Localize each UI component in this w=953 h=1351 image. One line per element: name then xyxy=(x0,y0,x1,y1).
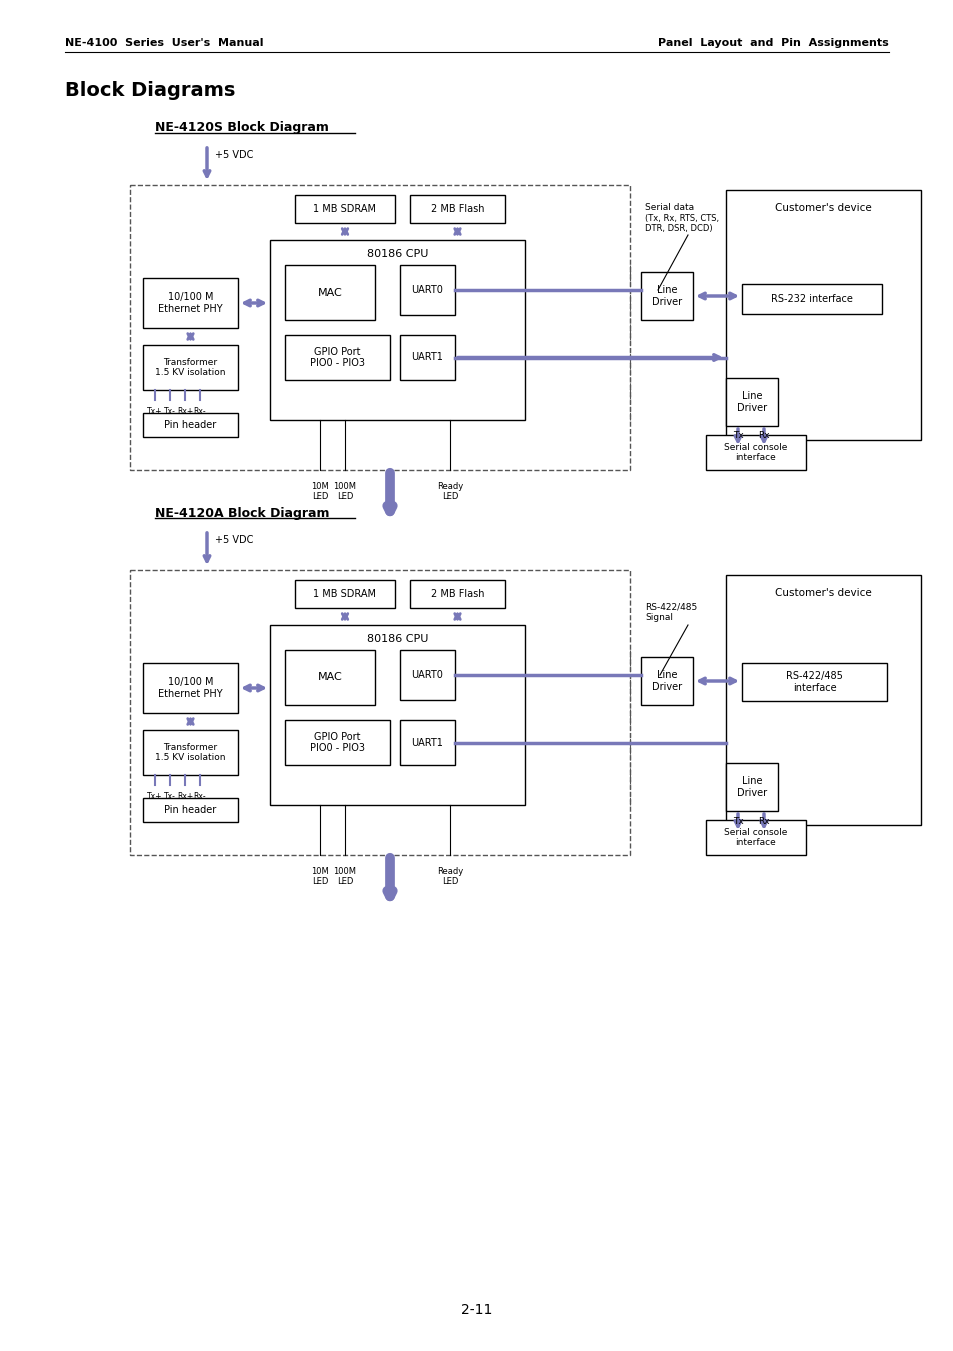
Text: Transformer
1.5 KV isolation: Transformer 1.5 KV isolation xyxy=(155,358,226,377)
Text: Serial console
interface: Serial console interface xyxy=(723,828,787,847)
Text: UART0: UART0 xyxy=(411,285,443,295)
Text: MAC: MAC xyxy=(317,288,342,297)
Text: 10M
LED: 10M LED xyxy=(311,482,329,501)
Bar xyxy=(143,278,237,328)
Bar xyxy=(399,720,455,765)
Bar xyxy=(143,345,237,390)
Text: Serial console
interface: Serial console interface xyxy=(723,443,787,462)
Text: 80186 CPU: 80186 CPU xyxy=(366,249,428,259)
Text: Tx: Tx xyxy=(732,816,742,825)
Text: Rx: Rx xyxy=(758,431,769,440)
Text: +5 VDC: +5 VDC xyxy=(214,150,253,159)
Text: NE-4120S Block Diagram: NE-4120S Block Diagram xyxy=(154,122,329,135)
Text: MAC: MAC xyxy=(317,673,342,682)
Bar xyxy=(285,720,390,765)
Bar xyxy=(399,650,455,700)
Text: NE-4120A Block Diagram: NE-4120A Block Diagram xyxy=(154,507,329,520)
Bar xyxy=(410,580,504,608)
Text: RS-232 interface: RS-232 interface xyxy=(770,295,852,304)
Text: Line
Driver: Line Driver xyxy=(651,670,681,692)
Text: Line
Driver: Line Driver xyxy=(736,392,766,413)
Text: Panel  Layout  and  Pin  Assignments: Panel Layout and Pin Assignments xyxy=(658,38,888,49)
Text: 100M
LED: 100M LED xyxy=(334,482,356,501)
Bar xyxy=(741,663,886,701)
Bar xyxy=(130,570,629,855)
Text: 10M
LED: 10M LED xyxy=(311,867,329,886)
Bar xyxy=(725,378,778,426)
Text: Tx: Tx xyxy=(732,431,742,440)
Bar xyxy=(285,335,390,380)
Text: 80186 CPU: 80186 CPU xyxy=(366,634,428,644)
Text: Tx+: Tx+ xyxy=(147,407,163,416)
Bar xyxy=(285,265,375,320)
Text: +5 VDC: +5 VDC xyxy=(214,535,253,544)
Text: RS-422/485: RS-422/485 xyxy=(644,603,697,612)
Bar xyxy=(294,580,395,608)
Bar xyxy=(410,195,504,223)
Text: Ready
LED: Ready LED xyxy=(436,867,462,886)
Text: Serial data: Serial data xyxy=(644,204,694,212)
Text: DTR, DSR, DCD): DTR, DSR, DCD) xyxy=(644,224,712,234)
Text: GPIO Port
PIO0 - PIO3: GPIO Port PIO0 - PIO3 xyxy=(310,732,365,754)
Text: Transformer
1.5 KV isolation: Transformer 1.5 KV isolation xyxy=(155,743,226,762)
Bar xyxy=(725,576,920,825)
Text: UART0: UART0 xyxy=(411,670,443,680)
Text: Pin header: Pin header xyxy=(164,805,216,815)
Text: 2 MB Flash: 2 MB Flash xyxy=(431,589,484,598)
Text: RS-422/485
interface: RS-422/485 interface xyxy=(785,671,842,693)
Text: 10/100 M
Ethernet PHY: 10/100 M Ethernet PHY xyxy=(158,292,223,313)
Text: Tx-: Tx- xyxy=(164,407,175,416)
Bar xyxy=(143,730,237,775)
Text: UART1: UART1 xyxy=(411,738,443,747)
Bar xyxy=(143,413,237,436)
Text: 1 MB SDRAM: 1 MB SDRAM xyxy=(314,204,376,213)
Bar xyxy=(143,798,237,821)
Text: Rx+: Rx+ xyxy=(176,407,193,416)
Text: Rx-: Rx- xyxy=(193,792,206,801)
Bar xyxy=(705,435,805,470)
Bar xyxy=(725,190,920,440)
Bar xyxy=(725,763,778,811)
Text: Signal: Signal xyxy=(644,613,672,623)
Text: (Tx, Rx, RTS, CTS,: (Tx, Rx, RTS, CTS, xyxy=(644,215,719,223)
Bar xyxy=(640,657,692,705)
Bar xyxy=(399,265,455,315)
Text: 10/100 M
Ethernet PHY: 10/100 M Ethernet PHY xyxy=(158,677,223,698)
Bar xyxy=(143,663,237,713)
Bar xyxy=(130,185,629,470)
Text: Pin header: Pin header xyxy=(164,420,216,430)
Text: Tx-: Tx- xyxy=(164,792,175,801)
Text: Tx+: Tx+ xyxy=(147,792,163,801)
Text: 1 MB SDRAM: 1 MB SDRAM xyxy=(314,589,376,598)
Text: 2-11: 2-11 xyxy=(461,1302,492,1317)
Bar xyxy=(741,284,882,313)
Text: Rx-: Rx- xyxy=(193,407,206,416)
Text: 100M
LED: 100M LED xyxy=(334,867,356,886)
Bar xyxy=(399,335,455,380)
Bar xyxy=(270,240,524,420)
Text: Rx: Rx xyxy=(758,816,769,825)
Text: GPIO Port
PIO0 - PIO3: GPIO Port PIO0 - PIO3 xyxy=(310,347,365,369)
Text: Line
Driver: Line Driver xyxy=(736,777,766,798)
Bar xyxy=(285,650,375,705)
Text: Customer's device: Customer's device xyxy=(774,203,871,213)
Bar xyxy=(294,195,395,223)
Text: Ready
LED: Ready LED xyxy=(436,482,462,501)
Bar xyxy=(705,820,805,855)
Text: 2 MB Flash: 2 MB Flash xyxy=(431,204,484,213)
Text: Block Diagrams: Block Diagrams xyxy=(65,81,235,100)
Text: NE-4100  Series  User's  Manual: NE-4100 Series User's Manual xyxy=(65,38,263,49)
Text: Rx+: Rx+ xyxy=(176,792,193,801)
Text: UART1: UART1 xyxy=(411,353,443,362)
Bar xyxy=(640,272,692,320)
Bar xyxy=(270,626,524,805)
Text: Customer's device: Customer's device xyxy=(774,588,871,598)
Text: Line
Driver: Line Driver xyxy=(651,285,681,307)
